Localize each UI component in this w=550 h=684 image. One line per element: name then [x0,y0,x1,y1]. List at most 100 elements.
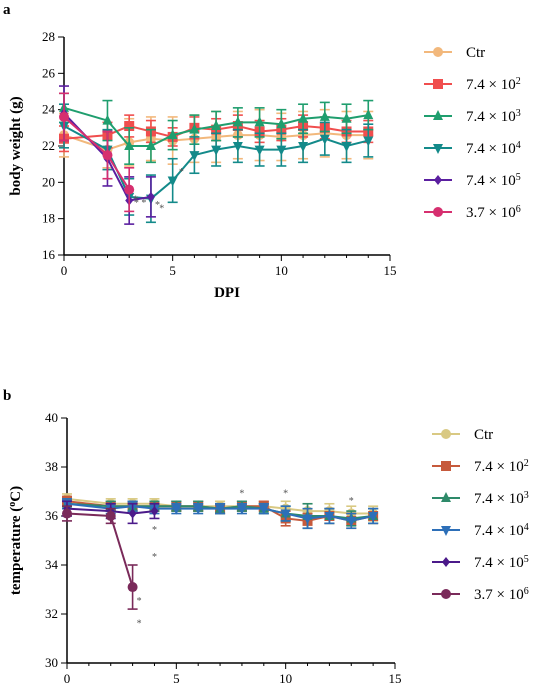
series-line [66,507,155,515]
data-point [211,145,222,156]
y-tick-label: 34 [45,557,59,572]
legend-item: 7.4 × 104 [432,522,529,539]
significance-marker: * [283,488,288,499]
significance-marker: * [159,203,164,214]
series-line [63,116,131,191]
legend-label-exponent: 2 [516,76,521,87]
legend-label: 7.4 × 102 [466,76,521,94]
significance-marker: * [349,496,354,507]
data-point [258,504,269,515]
legend-label-exponent: 6 [516,204,521,215]
legend-item: 7.4 × 102 [424,76,521,94]
legend-item: 3.7 × 106 [424,204,521,222]
legend-label-text: 7.4 × 10 [474,459,524,475]
legend-label-exponent: 5 [524,554,529,565]
legend-marker [433,47,443,57]
data-point [346,516,357,527]
legend-item: Ctr [432,427,493,443]
y-tick-label: 26 [42,65,56,80]
significance-marker: * [133,194,138,205]
data-point [276,145,287,156]
legend-label: 7.4 × 105 [474,554,529,572]
significance-marker: * [137,596,142,607]
legend-label-text: 3.7 × 10 [474,587,524,603]
x-tick-label: 0 [64,671,71,684]
legend-label-text: 7.4 × 10 [466,77,516,93]
legend-item: 3.7 × 106 [432,586,529,604]
legend-item: 7.4 × 104 [424,140,521,157]
legend-label-exponent: 4 [516,140,521,151]
legend-item: 7.4 × 103 [432,490,529,507]
data-point [254,145,265,156]
series-5 [62,505,138,610]
legend-label: 7.4 × 103 [466,108,521,126]
data-point [298,142,309,152]
data-point [319,134,330,145]
legend-label-text: Ctr [466,45,485,61]
data-point [324,512,335,522]
y-tick-label: 28 [42,29,55,44]
legend-label-exponent: 6 [524,586,529,597]
legend-item: 7.4 × 105 [424,172,521,190]
significance-marker: * [179,167,184,178]
data-point [363,136,374,147]
y-tick-label: 30 [45,655,58,670]
data-point [145,140,156,150]
data-point [124,140,135,150]
y-tick-label: 32 [45,606,58,621]
legend-label: 7.4 × 105 [466,172,521,190]
data-point [341,142,352,152]
significance-marker: * [239,488,244,499]
legend-label-text: 7.4 × 10 [474,523,524,539]
legend-marker [433,144,443,154]
significance-marker: * * [134,198,147,209]
data-point [102,114,113,125]
data-point [302,514,313,525]
legend-label: 3.7 × 106 [466,204,521,222]
x-tick-label: 15 [389,671,402,684]
legend-label-exponent: 5 [516,172,521,183]
data-point [319,110,330,121]
x-tick-label: 5 [169,263,176,278]
legend-label-exponent: 3 [516,108,521,119]
legend-marker [441,526,451,536]
y-tick-label: 24 [42,102,56,117]
significance-marker: * [152,525,157,536]
x-tick-label: 10 [279,671,292,684]
data-point [167,176,178,187]
series-line [66,502,374,522]
data-point [105,511,116,521]
data-point [341,112,352,123]
y-tick-label: 36 [45,508,59,523]
data-point [363,109,374,120]
data-point [124,121,135,132]
data-point [167,129,178,140]
legend-marker [441,492,451,502]
data-point [232,116,243,127]
legend-item: 7.4 × 105 [432,554,529,572]
legend-marker [433,207,443,217]
legend-label-text: 7.4 × 10 [466,109,516,125]
legend-label-exponent: 2 [524,458,529,469]
data-point [62,508,72,519]
y-tick-label: 22 [42,138,55,153]
y-tick-label: 40 [45,410,58,425]
legend-label: Ctr [466,45,485,61]
legend-label-exponent: 3 [524,490,529,501]
legend-label: 7.4 × 102 [474,458,529,476]
significance-marker: * [137,618,142,629]
legend-label-text: 7.4 × 10 [474,491,524,507]
data-point [276,118,287,129]
data-point [146,191,155,202]
data-point [128,508,137,519]
legend-label: 3.7 × 106 [474,586,529,604]
data-point [127,582,138,593]
data-point [280,509,291,520]
legend-item: 7.4 × 103 [424,108,521,126]
legend-marker [441,589,451,599]
x-tick-label: 10 [275,263,288,278]
data-point [124,184,135,195]
y-axis-label: temperature (oC) [7,486,25,595]
y-tick-label: 38 [45,459,58,474]
